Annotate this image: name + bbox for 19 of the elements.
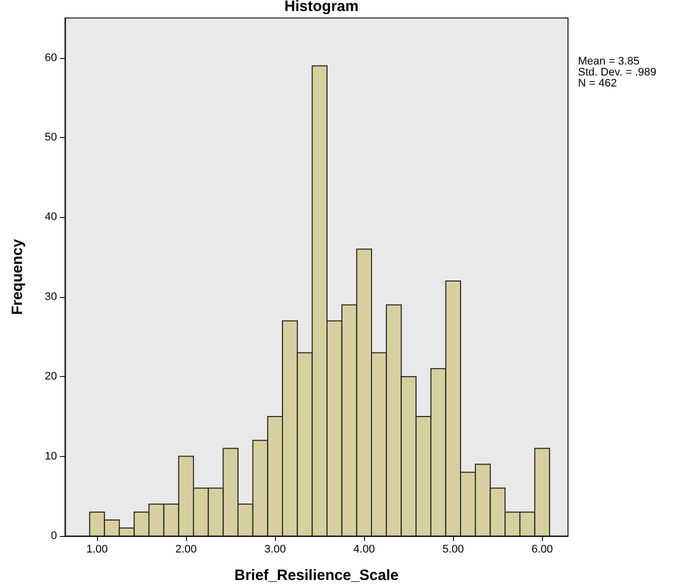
text: Std. Dev. = .989 [578, 66, 656, 78]
x-tick-label: 4.00 [353, 544, 375, 556]
x-tick-label: 2.00 [175, 544, 197, 556]
y-tick-label: 60 [44, 52, 57, 64]
x-axis-title: Brief_Resilience_Scale [234, 567, 399, 584]
x-tick-label: 6.00 [531, 544, 553, 556]
text: N = 462 [578, 78, 617, 90]
y-tick-label: 0 [50, 530, 57, 542]
y-tick-label: 10 [44, 450, 57, 462]
y-tick-label: 20 [44, 370, 57, 383]
chart-title: Histogram [284, 0, 359, 15]
x-tick-label: 5.00 [442, 544, 464, 556]
y-tick-label: 50 [44, 132, 57, 144]
x-tick-label: 1.00 [86, 544, 108, 556]
y-tick-label: 30 [44, 290, 57, 303]
y-axis-title: Frequency [9, 238, 26, 315]
text: Mean = 3.85 [578, 56, 640, 68]
x-tick-label: 3.00 [264, 544, 286, 556]
y-tick-label: 40 [44, 211, 57, 224]
